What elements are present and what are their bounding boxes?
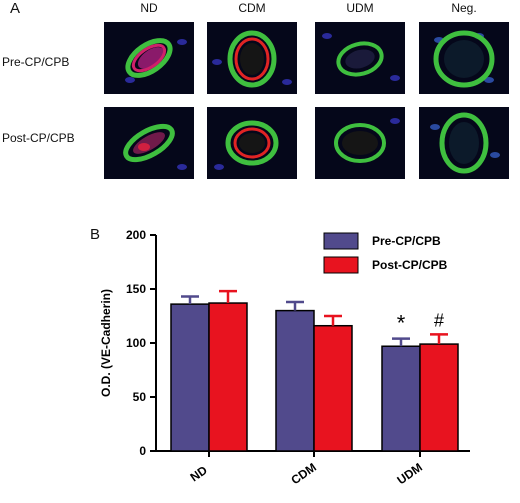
column-header-cdm: CDM [238,1,266,15]
micrograph-post-udm [315,107,405,179]
micrograph-pre-cdm [207,22,297,94]
y-axis-label: O.D. (VE-Cadherin) [99,289,113,397]
column-header-nd: ND [140,1,158,15]
bar-udm-pre [381,345,421,452]
micrograph-pre-nd [104,22,194,94]
column-header-udm: UDM [346,1,374,15]
y-tick-label: 50 [133,390,147,404]
y-tick-label: 150 [126,282,146,296]
legend-label-pre: Pre-CP/CPB [372,234,441,248]
bar-cdm-post [313,324,353,452]
bar-nd-post [208,302,248,452]
bar-cdm-pre [275,309,315,452]
y-tick-label: 0 [139,444,146,458]
micrograph-post-nd [104,107,194,179]
x-tick-label: CDM [288,460,318,487]
y-tick-label: 100 [126,336,146,350]
significance-marker: # [434,310,444,330]
x-tick-label: UDM [394,460,424,487]
row-header-pre: Pre-CP/CPB [2,55,70,69]
significance-marker: * [397,311,406,336]
x-tick-label: ND [188,463,211,485]
micrograph-post-neg [419,107,509,179]
legend-label-post: Post-CP/CPB [372,258,448,272]
chart-legend: Pre-CP/CPB Post-CP/CPB [323,232,448,274]
micrograph-pre-neg [419,22,509,94]
y-tick-label: 200 [126,228,146,242]
row-header-post: Post-CP/CPB [2,131,75,145]
legend-swatch-post [323,256,359,274]
chart-bars: * # [170,289,459,452]
bar-nd-pre [170,303,210,452]
legend-swatch-pre [323,232,359,250]
panel-b-letter: B [90,226,101,243]
micrograph-pre-udm [315,22,405,94]
panel-a-letter: A [10,0,21,17]
column-header-neg: Neg. [451,1,477,15]
bar-udm-post [419,343,459,452]
micrograph-post-cdm [207,107,297,179]
bar-chart: 0 50 100 150 200 O.D. (VE-Cadherin) ND CDM UDM *… [99,228,470,487]
